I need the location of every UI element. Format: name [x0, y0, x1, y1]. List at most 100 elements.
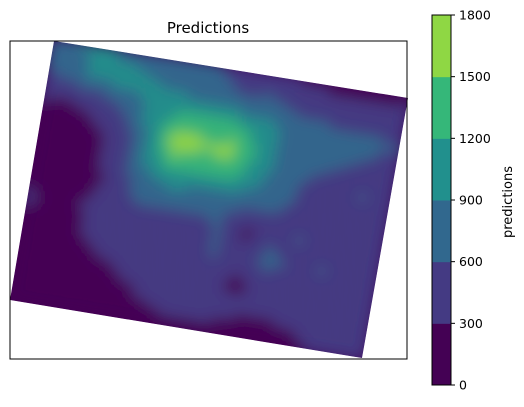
contour-cell — [150, 106, 158, 115]
contour-cell — [93, 110, 102, 119]
contour-cell — [343, 238, 352, 246]
contour-cell — [274, 73, 283, 81]
contour-cell — [290, 102, 299, 111]
contour-cell — [294, 83, 302, 91]
contour-cell — [309, 192, 318, 201]
contour-cell — [141, 198, 150, 207]
contour-cell — [122, 228, 130, 237]
contour-cell — [227, 265, 236, 274]
contour-cell — [382, 177, 391, 186]
contour-cell — [304, 305, 312, 313]
contour-cell — [101, 265, 110, 273]
contour-cell — [90, 130, 98, 138]
contour-cell — [187, 252, 196, 261]
contour-cell — [71, 200, 79, 208]
contour-cell — [290, 262, 299, 271]
contour-cell — [155, 194, 164, 202]
contour-cell — [227, 65, 235, 74]
contour-cell — [330, 115, 339, 124]
contour-cell — [205, 108, 214, 117]
contour-cell — [189, 279, 198, 288]
contour-cell — [142, 272, 151, 280]
contour-cell — [85, 76, 94, 84]
contour-cell — [277, 140, 285, 149]
contour-cell — [65, 192, 74, 201]
contour-cell — [152, 133, 161, 142]
contour-cell — [305, 338, 313, 347]
contour-cell — [344, 151, 353, 160]
contour-cell — [58, 71, 67, 80]
contour-cell — [114, 154, 122, 162]
contour-cell — [166, 175, 174, 184]
contour-cell — [77, 161, 86, 170]
contour-cell — [228, 99, 237, 107]
contour-cell — [32, 180, 41, 189]
contour-cell — [260, 237, 268, 246]
contour-cell — [208, 216, 216, 224]
contour-cell — [48, 90, 56, 98]
contour-cell — [138, 51, 147, 59]
contour-cell — [331, 109, 340, 117]
contour-cell — [356, 206, 365, 215]
contour-cell — [278, 214, 286, 222]
contour-cell — [24, 186, 33, 194]
contour-cell — [114, 67, 123, 76]
contour-cell — [347, 218, 355, 227]
contour-cell — [44, 195, 52, 204]
contour-cell — [325, 181, 334, 190]
contour-cell — [161, 241, 170, 250]
contour-cell — [346, 298, 355, 307]
contour-cell — [275, 106, 284, 115]
contour-cell — [177, 311, 186, 319]
contour-cell — [281, 234, 290, 243]
contour-cell — [58, 111, 67, 120]
contour-cell — [358, 113, 367, 122]
contour-cell — [90, 43, 99, 52]
contour-cell — [110, 93, 119, 102]
contour-cell — [71, 280, 80, 288]
contour-cell — [261, 111, 269, 119]
contour-cell — [61, 52, 70, 60]
contour-cell — [370, 242, 379, 251]
contour-cell — [41, 168, 50, 177]
contour-cell — [340, 337, 348, 346]
contour-cell — [363, 207, 371, 216]
contour-cell — [112, 287, 120, 295]
contour-cell — [325, 302, 334, 310]
contour-cell — [280, 321, 289, 329]
contour-cell — [185, 305, 194, 314]
contour-cell — [145, 92, 154, 101]
contour-cell — [325, 141, 334, 150]
contour-cell — [270, 99, 279, 107]
contour-cell — [272, 166, 281, 174]
contour-cell — [352, 226, 361, 234]
contour-cell — [384, 124, 393, 133]
contour-cell — [348, 91, 357, 100]
contour-cell — [359, 227, 368, 235]
contour-cell — [342, 284, 351, 293]
contour-cell — [307, 165, 316, 174]
contour-cell — [85, 282, 93, 291]
contour-cell — [240, 188, 249, 196]
contour-cell — [196, 160, 205, 169]
contour-cell — [136, 224, 145, 232]
contour-cell — [218, 77, 226, 86]
contour-cell — [87, 63, 96, 71]
contour-cell — [79, 235, 88, 243]
contour-cell — [271, 172, 280, 181]
contour-cell — [279, 167, 288, 176]
contour-cell — [332, 102, 341, 111]
contour-cell — [278, 93, 286, 102]
contour-cell — [376, 129, 385, 138]
contour-cell — [309, 112, 318, 120]
contour-cell — [136, 184, 145, 192]
contour-cell — [377, 163, 386, 172]
contour-cell — [257, 250, 266, 259]
contour-cell — [192, 146, 200, 155]
contour-cell — [307, 205, 316, 214]
contour-cell — [155, 154, 164, 162]
contour-cell — [53, 137, 62, 146]
contour-cell — [79, 68, 88, 77]
contour-cell — [174, 170, 182, 179]
contour-cell — [107, 272, 116, 281]
